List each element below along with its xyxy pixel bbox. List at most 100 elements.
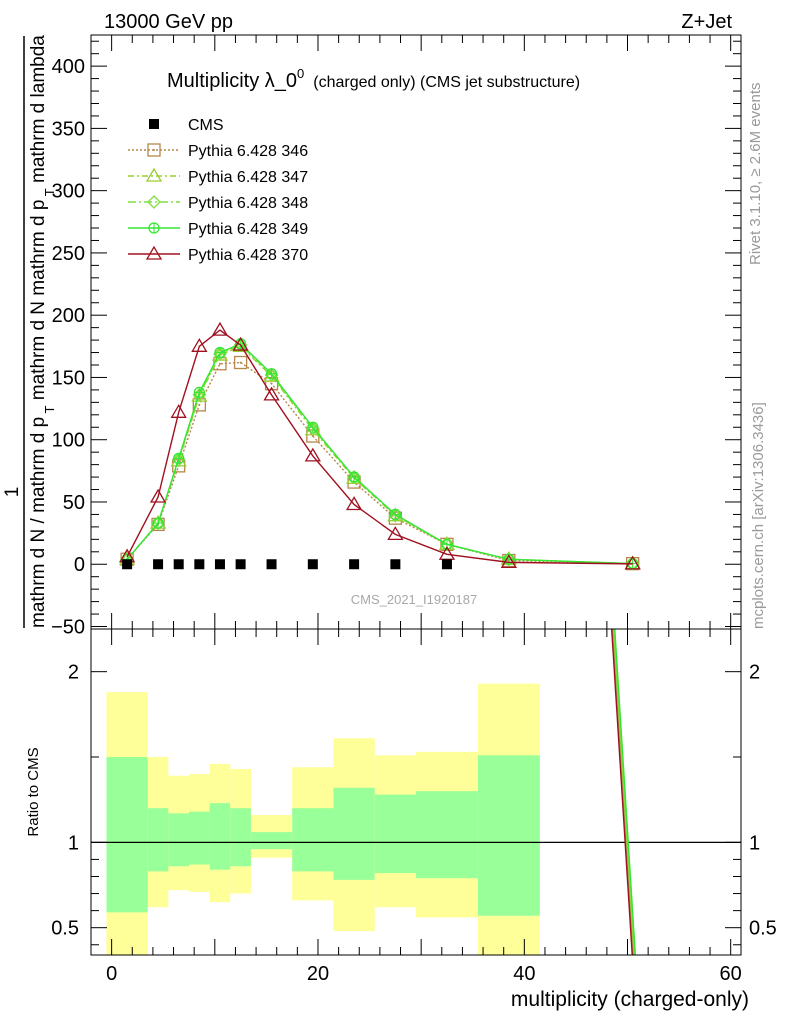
y-axis-label: 1 mathrm d N / mathrm d p T mathrm d N ma… — [2, 35, 57, 628]
ratio-mc-line — [614, 629, 637, 955]
mcplots-label: mcplots.cern.ch [arXiv:1306.3436] — [750, 402, 767, 629]
uncertainty-band-inner — [168, 813, 190, 867]
marker-triangle — [170, 404, 187, 418]
marker-diamond — [388, 508, 403, 523]
y-tick-label: 350 — [52, 118, 85, 140]
y-tick-label: 300 — [52, 181, 85, 203]
marker-diamond — [171, 452, 186, 467]
uncertainty-band-inner — [416, 791, 478, 879]
marker-data — [149, 119, 159, 129]
y-label-segment: mathrm d p — [28, 200, 49, 301]
marker-triangle — [145, 245, 163, 260]
marker-data — [266, 559, 277, 570]
watermark: CMS_2021_I1920187 — [351, 592, 478, 607]
y-label-segment: mathrm d lambda — [28, 35, 49, 189]
main-title-text: Multiplicity λ_0 — [167, 70, 297, 92]
legend-entry: Pythia 6.428 346 — [128, 143, 308, 160]
marker-triangle — [211, 321, 229, 336]
marker-triangle — [149, 488, 167, 503]
y-tick-label: 100 — [52, 430, 85, 452]
ratio-y-label: Ratio to CMS — [25, 747, 42, 836]
series-pythia-6-428-348 — [120, 338, 640, 571]
ratio-mc-line — [613, 629, 636, 955]
uncertainty-band-inner — [230, 808, 251, 867]
series-line — [126, 329, 633, 565]
legend: CMS Pythia 6.428 346 Pythia 6.428 347 Pythi… — [128, 117, 308, 264]
marker-dot — [239, 361, 242, 364]
marker-triangle — [387, 526, 404, 541]
y-tick-label: 150 — [52, 367, 85, 389]
series-pythia-6-428-346 — [120, 355, 640, 571]
header-left: 13000 GeV pp — [104, 11, 233, 33]
marker-data — [173, 559, 184, 570]
uncertainty-band-inner — [477, 755, 540, 916]
series-pythia-6-428-370 — [118, 321, 641, 570]
y-tick-label: 250 — [52, 243, 85, 265]
marker-triangle — [345, 496, 363, 511]
y-label-numerator: 1 — [2, 487, 23, 498]
marker-dot — [218, 362, 221, 365]
marker-data — [214, 559, 225, 570]
series-line — [126, 344, 633, 565]
series-pythia-6-428-349 — [121, 338, 639, 570]
y-label-segment: T — [42, 188, 57, 199]
marker-triangle — [500, 554, 517, 569]
series-line — [126, 345, 633, 565]
y-label-segment: T — [42, 405, 57, 416]
main-title: Multiplicity λ_00 (charged only) (CMS jet… — [167, 66, 580, 92]
y-tick-label: 0 — [74, 554, 85, 576]
marker-triangle — [624, 555, 641, 570]
marker-square — [192, 398, 206, 412]
uncertainty-band-inner — [106, 757, 148, 913]
legend-label: Pythia 6.428 349 — [188, 221, 308, 238]
marker-data — [441, 559, 452, 570]
ratio-mc-line — [610, 629, 633, 955]
marker-diamond — [233, 338, 248, 352]
x-tick-label: 40 — [513, 963, 535, 985]
marker-diamond — [147, 195, 161, 209]
marker-dot — [198, 403, 201, 406]
ratio-bands — [106, 683, 540, 955]
ratio-mc-line — [612, 629, 634, 955]
marker-dot — [311, 434, 314, 437]
rivet-label: Rivet 3.1.10, ≥ 2.6M events — [747, 83, 764, 266]
legend-entry: Pythia 6.428 348 — [128, 195, 308, 212]
marker-data — [349, 559, 360, 570]
y-tick-label: 400 — [52, 56, 85, 78]
ratio-y-tick-label: 2 — [68, 662, 79, 684]
marker-dot — [270, 382, 273, 385]
marker-data — [390, 559, 401, 570]
marker-diamond — [305, 421, 320, 436]
series-cms-data — [122, 559, 452, 570]
legend-label: Pythia 6.428 348 — [188, 195, 308, 212]
marker-square — [233, 355, 248, 370]
marker-square — [147, 143, 161, 157]
legend-label: Pythia 6.428 347 — [188, 169, 308, 186]
marker-data — [307, 559, 318, 570]
y-tick-label: 50 — [63, 492, 85, 514]
main-title-sub: (charged only) (CMS jet substructure) — [313, 74, 580, 91]
uncertainty-band-inner — [333, 787, 375, 880]
marker-data — [235, 559, 246, 570]
marker-data — [122, 559, 133, 570]
legend-entry: CMS — [149, 117, 224, 134]
x-axis-label: multiplicity (charged-only) — [511, 988, 749, 1011]
x-tick-label: 0 — [106, 963, 117, 985]
uncertainty-band-inner — [292, 808, 334, 872]
uncertainty-band-inner — [250, 832, 293, 850]
marker-triangle — [145, 167, 163, 182]
ratio-y-tick-label: 0.5 — [51, 918, 79, 940]
ratio-y-tick-label: 1 — [68, 832, 79, 854]
marker-triangle — [304, 447, 321, 462]
series-line — [126, 343, 633, 565]
ratio-y-tick-label-right: 1 — [749, 832, 760, 854]
y-label-denominator: mathrm d N / mathrm d p T mathrm d N mat… — [28, 35, 57, 628]
marker-triangle — [191, 338, 208, 352]
legend-entry: Pythia 6.428 370 — [128, 245, 308, 264]
y-label-segment: N — [28, 301, 49, 320]
legend-label: Pythia 6.428 370 — [188, 247, 308, 264]
marker-data — [153, 559, 164, 570]
series-pythia-6-428-347 — [118, 338, 641, 570]
